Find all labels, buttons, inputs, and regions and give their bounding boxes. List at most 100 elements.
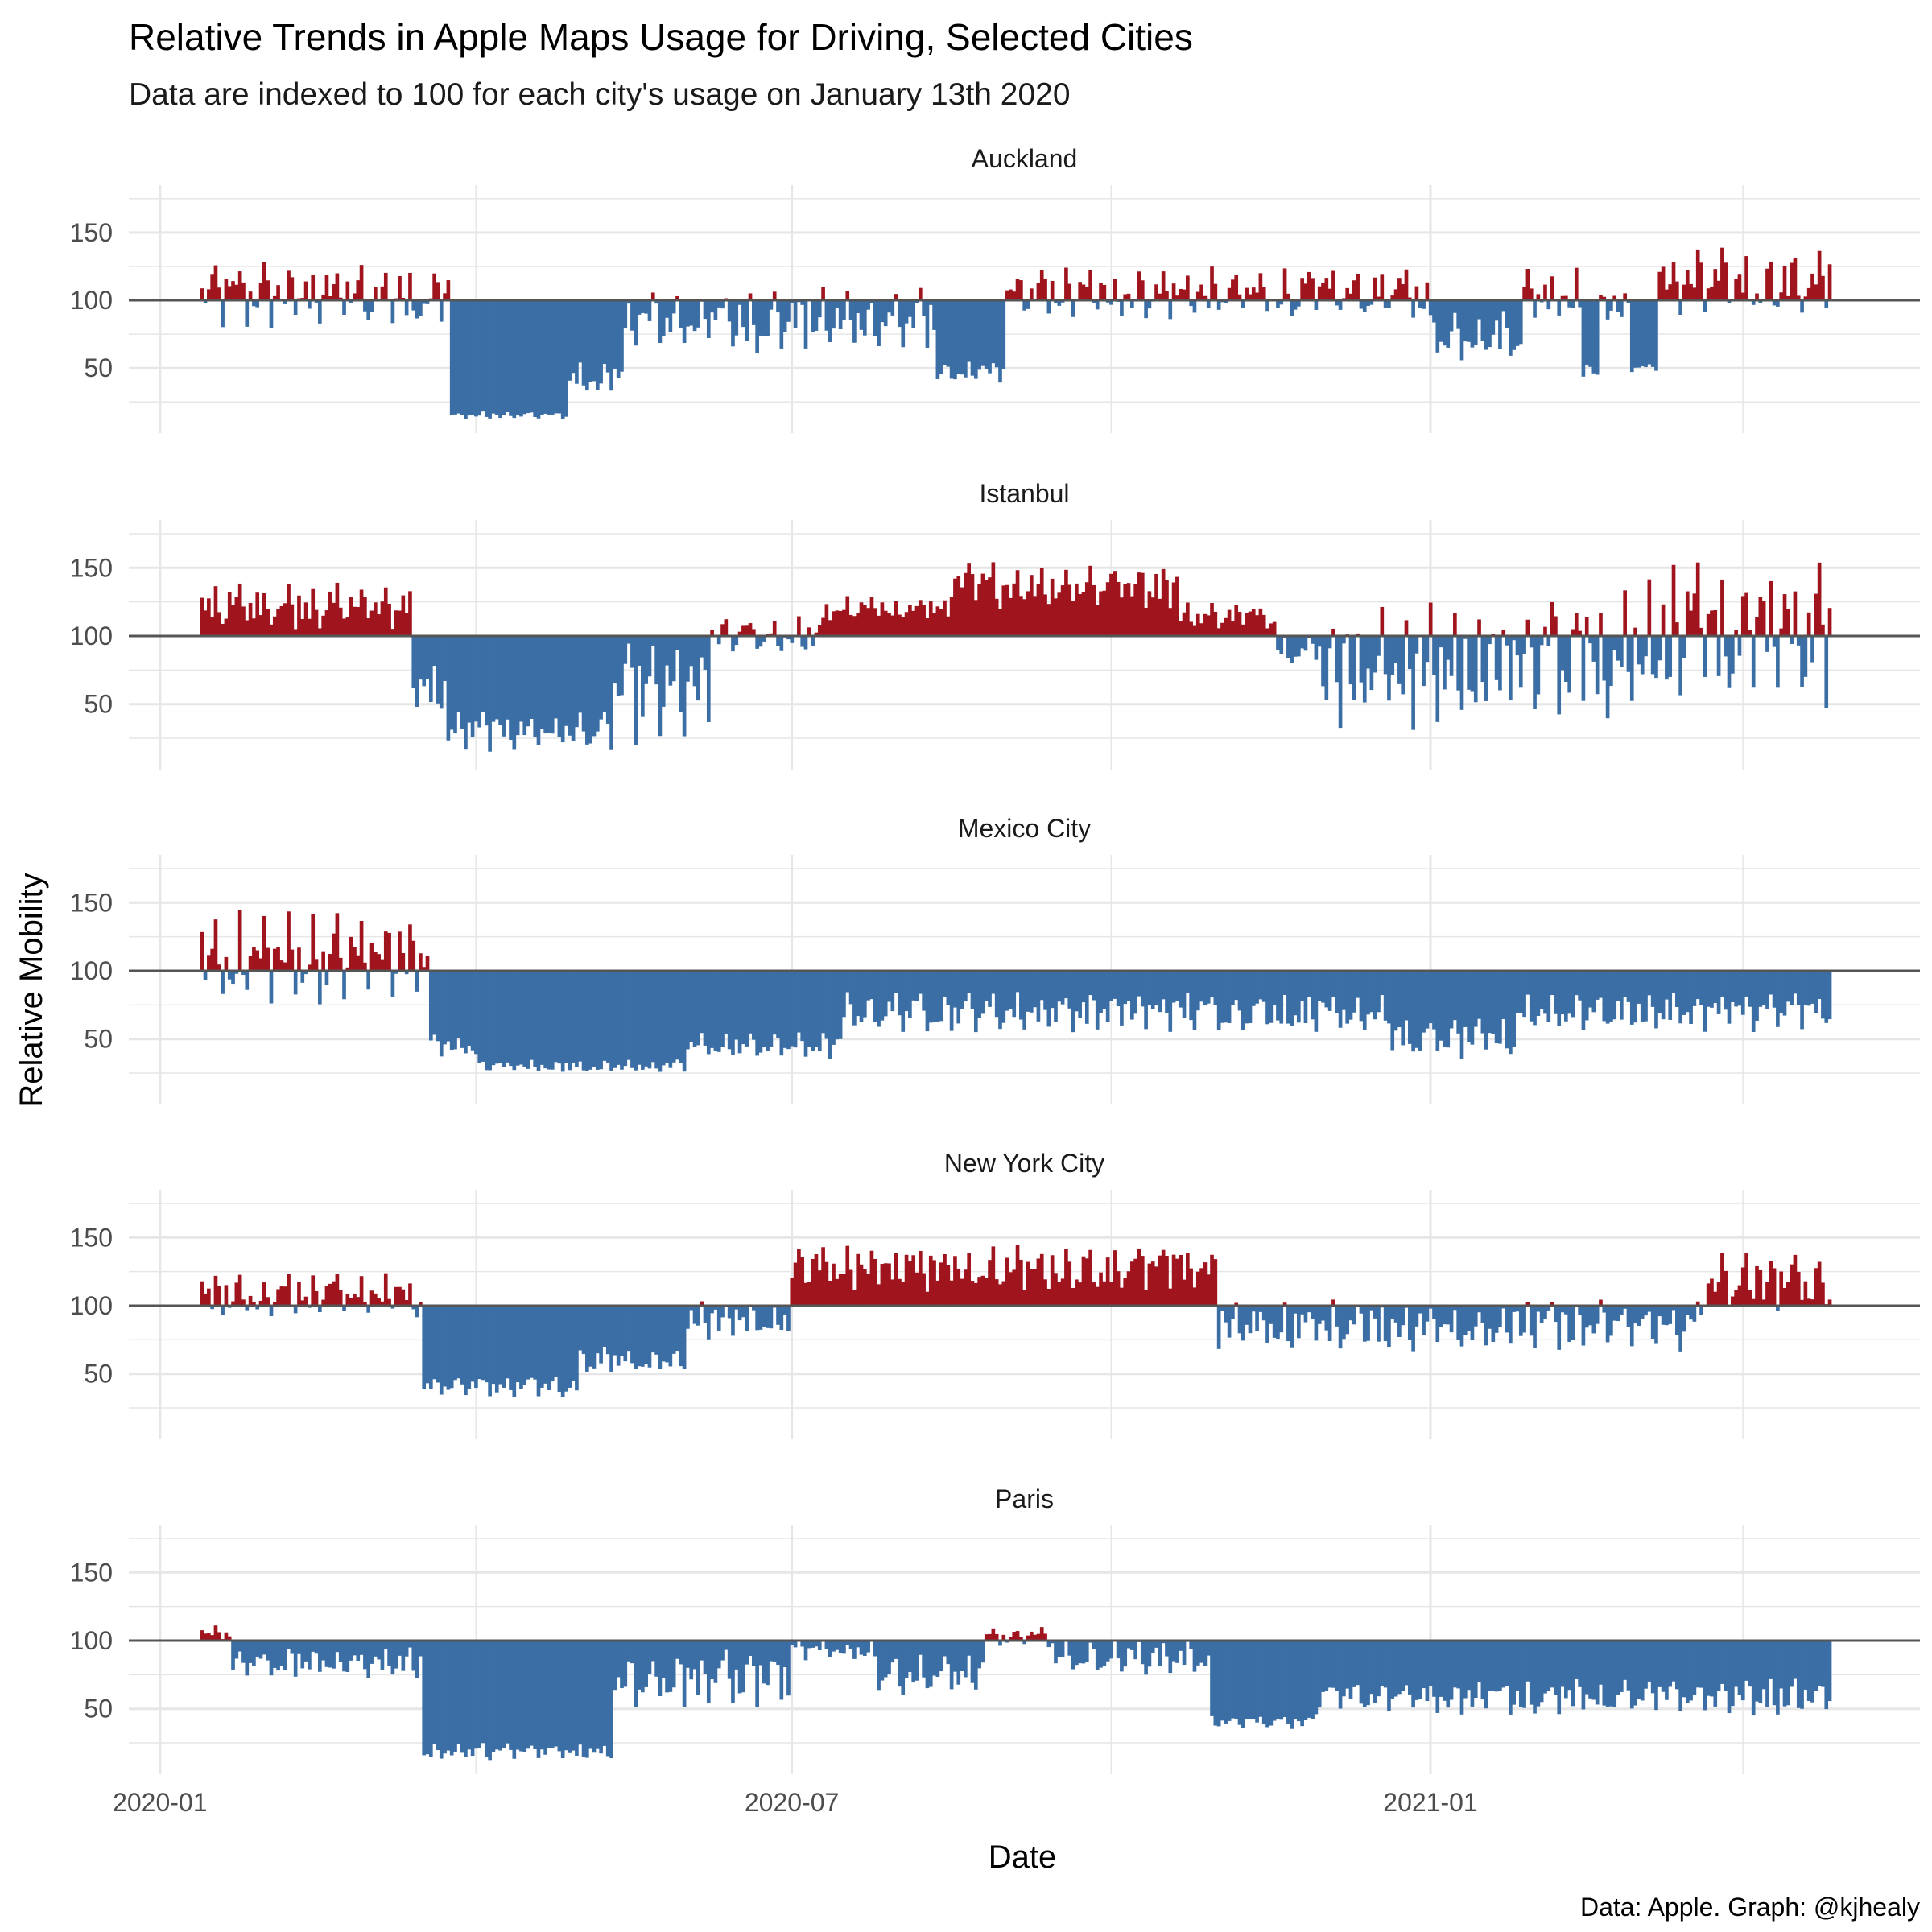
bar	[835, 970, 840, 1040]
bar	[1425, 970, 1430, 1029]
bar	[1383, 1640, 1388, 1688]
bar	[904, 612, 909, 636]
facet-label: New York City	[944, 1149, 1104, 1178]
bar	[1109, 300, 1113, 305]
bar	[1373, 1640, 1377, 1703]
bar	[1827, 608, 1832, 636]
bar	[1327, 288, 1332, 301]
bar	[671, 970, 676, 1063]
bar	[908, 1261, 912, 1306]
bar	[898, 1640, 902, 1687]
bar	[377, 1298, 381, 1306]
bar	[1120, 970, 1124, 1026]
bar	[1095, 300, 1100, 310]
bar	[692, 1305, 697, 1324]
bar	[1290, 635, 1294, 663]
bar	[1533, 1640, 1537, 1714]
bar	[581, 970, 586, 1071]
bar	[1422, 1305, 1426, 1335]
bar	[984, 970, 989, 1001]
bar	[213, 919, 218, 971]
bar	[293, 300, 298, 316]
bar	[464, 970, 468, 1054]
bar	[369, 1290, 374, 1306]
bar	[502, 970, 506, 1067]
bar	[439, 1305, 444, 1395]
bar	[644, 635, 648, 684]
bar	[1092, 1640, 1096, 1649]
bar	[1348, 970, 1353, 1020]
bar	[1019, 1259, 1023, 1306]
bar	[1147, 591, 1152, 636]
bar	[200, 597, 204, 636]
bar	[1650, 635, 1655, 675]
bar	[1644, 970, 1648, 1022]
bar	[949, 970, 954, 1031]
bar	[1571, 300, 1575, 309]
bar	[588, 300, 592, 382]
bar	[1744, 592, 1748, 636]
bar	[502, 1305, 506, 1388]
bar	[509, 1305, 513, 1390]
bar	[1758, 1269, 1763, 1306]
bar	[817, 625, 822, 636]
bar	[1046, 1640, 1051, 1648]
bar	[1724, 1640, 1728, 1691]
bar	[1748, 970, 1752, 1007]
bar	[543, 300, 547, 414]
bar	[1463, 970, 1468, 1027]
bar	[210, 617, 214, 636]
bar	[977, 970, 981, 1018]
bar	[943, 1640, 947, 1657]
bar	[821, 287, 825, 301]
bar	[665, 970, 669, 1063]
y-tick-label: 50	[84, 353, 113, 382]
bar	[1321, 970, 1325, 1003]
bar	[1446, 1640, 1451, 1708]
bar	[1366, 1640, 1370, 1706]
bar	[803, 1282, 808, 1306]
bar	[932, 970, 936, 1023]
bar	[650, 635, 655, 646]
bar	[689, 1640, 694, 1680]
bar	[1060, 1640, 1065, 1657]
bar	[484, 300, 489, 417]
bar	[1123, 1278, 1128, 1306]
bar	[436, 1305, 440, 1383]
bar	[1449, 970, 1454, 1029]
bar	[949, 1280, 954, 1306]
bar	[1657, 1640, 1662, 1687]
bar	[1518, 1640, 1523, 1707]
bar	[324, 1286, 329, 1306]
bar	[1599, 613, 1603, 636]
bar	[446, 970, 451, 1042]
bar	[1359, 635, 1364, 683]
bar	[1661, 970, 1666, 1020]
bar	[1591, 1640, 1596, 1700]
bar	[758, 1305, 763, 1330]
bar	[1407, 970, 1412, 1044]
bar	[644, 970, 648, 1067]
y-tick-label: 50	[84, 1025, 113, 1054]
bar	[477, 300, 482, 416]
bar	[1817, 1261, 1822, 1306]
bar	[1505, 970, 1509, 1049]
bar	[1418, 970, 1422, 1051]
bar	[682, 1305, 687, 1370]
bar	[380, 959, 385, 971]
bar	[866, 300, 870, 310]
bar	[1737, 970, 1742, 1006]
bar	[422, 300, 427, 304]
bar	[1425, 282, 1430, 301]
bar	[1067, 1261, 1072, 1306]
bar	[970, 300, 975, 376]
bar	[641, 1640, 645, 1693]
bar	[824, 300, 829, 331]
bar	[519, 635, 523, 722]
bar	[1644, 635, 1648, 657]
bar	[1567, 635, 1571, 693]
bar	[1571, 1305, 1575, 1340]
bar	[973, 300, 978, 379]
bar	[526, 1305, 530, 1380]
